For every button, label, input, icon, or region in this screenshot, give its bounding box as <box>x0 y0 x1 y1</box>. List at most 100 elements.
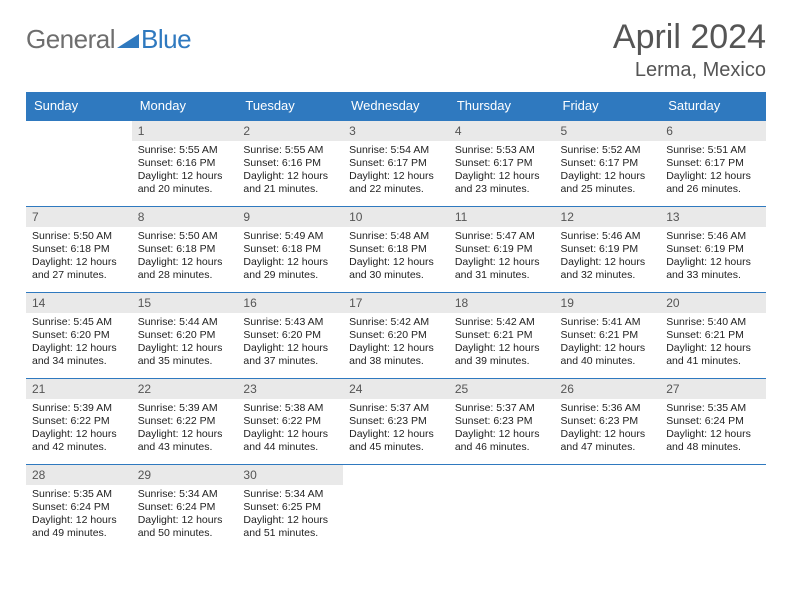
day-sunrise: Sunrise: 5:46 AM <box>561 230 655 243</box>
day-d1: Daylight: 12 hours <box>243 256 337 269</box>
day-d2: and 30 minutes. <box>349 269 443 282</box>
day-sunset: Sunset: 6:24 PM <box>666 415 760 428</box>
calendar-table: Sunday Monday Tuesday Wednesday Thursday… <box>26 92 766 550</box>
day-sunset: Sunset: 6:23 PM <box>561 415 655 428</box>
weekday-header: Sunday <box>26 92 132 120</box>
page-subtitle: Lerma, Mexico <box>613 59 766 82</box>
calendar-cell: 2Sunrise: 5:55 AMSunset: 6:16 PMDaylight… <box>237 120 343 206</box>
day-sunrise: Sunrise: 5:46 AM <box>666 230 760 243</box>
day-d2: and 35 minutes. <box>138 355 232 368</box>
day-d1: Daylight: 12 hours <box>666 170 760 183</box>
day-d1: Daylight: 12 hours <box>561 428 655 441</box>
day-sunset: Sunset: 6:19 PM <box>561 243 655 256</box>
day-d1: Daylight: 12 hours <box>32 256 126 269</box>
day-d2: and 49 minutes. <box>32 527 126 540</box>
brand-logo: General Blue <box>26 18 191 55</box>
day-d2: and 43 minutes. <box>138 441 232 454</box>
day-number: 3 <box>343 121 449 141</box>
day-d2: and 45 minutes. <box>349 441 443 454</box>
calendar-cell: 22Sunrise: 5:39 AMSunset: 6:22 PMDayligh… <box>132 378 238 464</box>
day-d2: and 28 minutes. <box>138 269 232 282</box>
day-body: Sunrise: 5:48 AMSunset: 6:18 PMDaylight:… <box>343 227 449 287</box>
day-number: 4 <box>449 121 555 141</box>
day-body: Sunrise: 5:54 AMSunset: 6:17 PMDaylight:… <box>343 141 449 201</box>
day-number: 12 <box>555 207 661 227</box>
day-sunrise: Sunrise: 5:37 AM <box>349 402 443 415</box>
day-sunset: Sunset: 6:16 PM <box>243 157 337 170</box>
day-d2: and 23 minutes. <box>455 183 549 196</box>
day-d1: Daylight: 12 hours <box>243 170 337 183</box>
day-number: 18 <box>449 293 555 313</box>
day-d1: Daylight: 12 hours <box>561 256 655 269</box>
calendar-cell: 23Sunrise: 5:38 AMSunset: 6:22 PMDayligh… <box>237 378 343 464</box>
day-number: 17 <box>343 293 449 313</box>
day-sunset: Sunset: 6:23 PM <box>455 415 549 428</box>
day-d2: and 25 minutes. <box>561 183 655 196</box>
weekday-header: Saturday <box>660 92 766 120</box>
day-sunset: Sunset: 6:21 PM <box>666 329 760 342</box>
day-body: Sunrise: 5:41 AMSunset: 6:21 PMDaylight:… <box>555 313 661 373</box>
day-sunset: Sunset: 6:16 PM <box>138 157 232 170</box>
day-d1: Daylight: 12 hours <box>243 514 337 527</box>
day-body: Sunrise: 5:34 AMSunset: 6:25 PMDaylight:… <box>237 485 343 545</box>
day-body: Sunrise: 5:39 AMSunset: 6:22 PMDaylight:… <box>132 399 238 459</box>
day-sunrise: Sunrise: 5:35 AM <box>666 402 760 415</box>
calendar-cell: 10Sunrise: 5:48 AMSunset: 6:18 PMDayligh… <box>343 206 449 292</box>
day-sunrise: Sunrise: 5:35 AM <box>32 488 126 501</box>
day-d2: and 21 minutes. <box>243 183 337 196</box>
day-sunrise: Sunrise: 5:44 AM <box>138 316 232 329</box>
day-sunset: Sunset: 6:18 PM <box>138 243 232 256</box>
calendar-cell: 21Sunrise: 5:39 AMSunset: 6:22 PMDayligh… <box>26 378 132 464</box>
day-body: Sunrise: 5:55 AMSunset: 6:16 PMDaylight:… <box>132 141 238 201</box>
day-d1: Daylight: 12 hours <box>138 256 232 269</box>
day-sunrise: Sunrise: 5:55 AM <box>243 144 337 157</box>
day-body: Sunrise: 5:49 AMSunset: 6:18 PMDaylight:… <box>237 227 343 287</box>
calendar-cell: 3Sunrise: 5:54 AMSunset: 6:17 PMDaylight… <box>343 120 449 206</box>
day-sunset: Sunset: 6:25 PM <box>243 501 337 514</box>
day-d1: Daylight: 12 hours <box>561 342 655 355</box>
day-body: Sunrise: 5:42 AMSunset: 6:20 PMDaylight:… <box>343 313 449 373</box>
calendar-cell: 6Sunrise: 5:51 AMSunset: 6:17 PMDaylight… <box>660 120 766 206</box>
day-sunrise: Sunrise: 5:52 AM <box>561 144 655 157</box>
day-d1: Daylight: 12 hours <box>138 428 232 441</box>
day-number: 14 <box>26 293 132 313</box>
day-body: Sunrise: 5:45 AMSunset: 6:20 PMDaylight:… <box>26 313 132 373</box>
calendar-cell: 19Sunrise: 5:41 AMSunset: 6:21 PMDayligh… <box>555 292 661 378</box>
day-body: Sunrise: 5:46 AMSunset: 6:19 PMDaylight:… <box>660 227 766 287</box>
day-body: Sunrise: 5:50 AMSunset: 6:18 PMDaylight:… <box>26 227 132 287</box>
day-sunset: Sunset: 6:17 PM <box>349 157 443 170</box>
day-d2: and 38 minutes. <box>349 355 443 368</box>
calendar-cell <box>343 464 449 550</box>
day-d2: and 40 minutes. <box>561 355 655 368</box>
calendar-cell: 15Sunrise: 5:44 AMSunset: 6:20 PMDayligh… <box>132 292 238 378</box>
calendar-cell: 30Sunrise: 5:34 AMSunset: 6:25 PMDayligh… <box>237 464 343 550</box>
day-sunrise: Sunrise: 5:42 AM <box>349 316 443 329</box>
day-body: Sunrise: 5:55 AMSunset: 6:16 PMDaylight:… <box>237 141 343 201</box>
day-sunrise: Sunrise: 5:53 AM <box>455 144 549 157</box>
calendar-cell: 20Sunrise: 5:40 AMSunset: 6:21 PMDayligh… <box>660 292 766 378</box>
day-d1: Daylight: 12 hours <box>32 342 126 355</box>
day-sunset: Sunset: 6:18 PM <box>349 243 443 256</box>
day-number: 21 <box>26 379 132 399</box>
calendar-cell: 5Sunrise: 5:52 AMSunset: 6:17 PMDaylight… <box>555 120 661 206</box>
day-body: Sunrise: 5:36 AMSunset: 6:23 PMDaylight:… <box>555 399 661 459</box>
day-d1: Daylight: 12 hours <box>561 170 655 183</box>
day-sunrise: Sunrise: 5:47 AM <box>455 230 549 243</box>
day-d1: Daylight: 12 hours <box>32 514 126 527</box>
day-sunrise: Sunrise: 5:50 AM <box>32 230 126 243</box>
day-sunset: Sunset: 6:17 PM <box>455 157 549 170</box>
day-sunrise: Sunrise: 5:37 AM <box>455 402 549 415</box>
day-d2: and 48 minutes. <box>666 441 760 454</box>
day-d1: Daylight: 12 hours <box>666 342 760 355</box>
day-body: Sunrise: 5:34 AMSunset: 6:24 PMDaylight:… <box>132 485 238 545</box>
calendar-cell: 16Sunrise: 5:43 AMSunset: 6:20 PMDayligh… <box>237 292 343 378</box>
weekday-header: Tuesday <box>237 92 343 120</box>
day-number: 23 <box>237 379 343 399</box>
calendar-cell: 27 Sunrise: 5:35 AMSunset: 6:24 PMDayligh… <box>660 378 766 464</box>
day-sunset: Sunset: 6:20 PM <box>349 329 443 342</box>
day-sunset: Sunset: 6:24 PM <box>32 501 126 514</box>
day-number: 27 <box>660 379 766 399</box>
day-body: Sunrise: 5:53 AMSunset: 6:17 PMDaylight:… <box>449 141 555 201</box>
day-sunset: Sunset: 6:22 PM <box>32 415 126 428</box>
day-d1: Daylight: 12 hours <box>666 428 760 441</box>
